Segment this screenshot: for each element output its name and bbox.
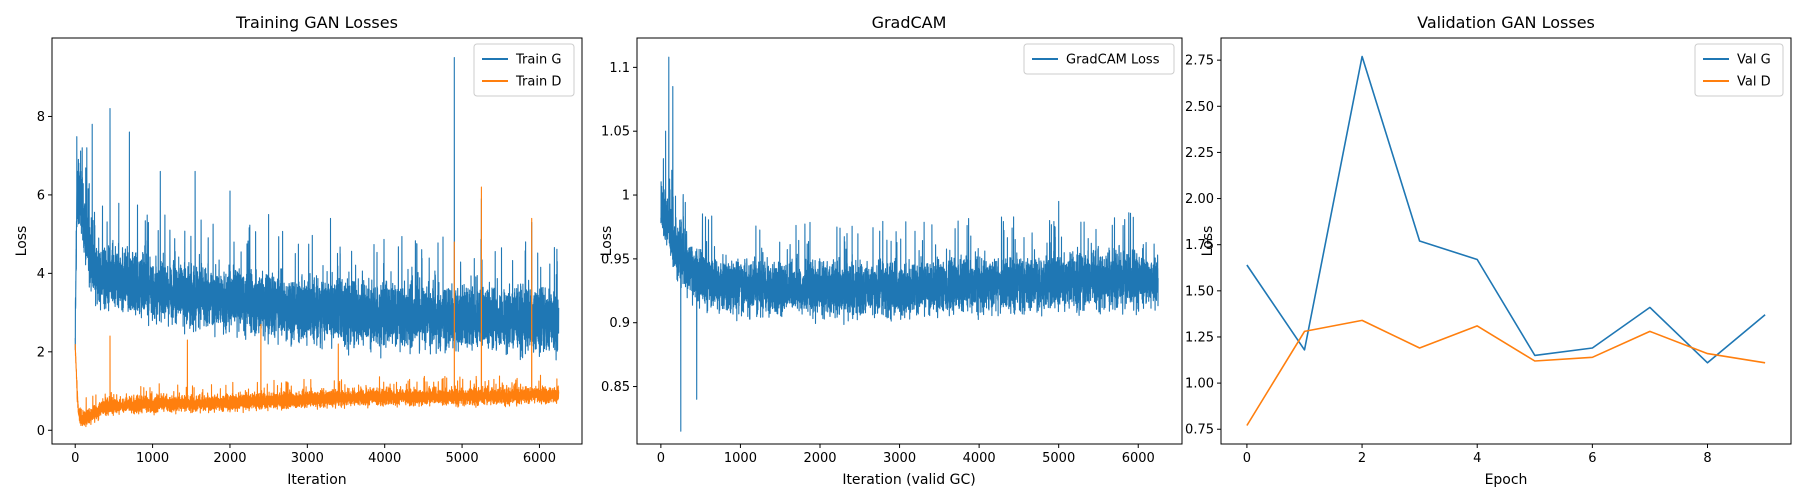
- panel-validation-gan-losses: Validation GAN Losses Epoch Loss 0 2 4 6 8 0.…: [1185, 13, 1792, 488]
- x-tick-label: 8: [1703, 451, 1711, 466]
- x-tick-label: 0: [71, 451, 79, 466]
- x-tick-label: 4: [1473, 451, 1481, 466]
- gradcam-legend: GradCAM Loss: [1023, 43, 1175, 75]
- x-tick-label: 0: [657, 451, 665, 466]
- x-tick-label: 1000: [724, 451, 757, 466]
- x-tick-label: 4000: [963, 451, 996, 466]
- y-tick-label: 1.25: [1185, 330, 1214, 345]
- x-tick-label: 4000: [368, 451, 401, 466]
- y-tick-label: 1.75: [1185, 238, 1214, 253]
- training-legend: Train G Train D: [473, 43, 575, 97]
- training-axes-frame: [51, 37, 583, 445]
- training-chart-title: Training GAN Losses: [235, 13, 398, 32]
- training-y-axis-label: Loss: [14, 226, 30, 257]
- x-tick-label: 6000: [1122, 451, 1155, 466]
- x-tick-label: 0: [1243, 451, 1251, 466]
- training-ticks: 0 1000 2000 3000 4000 5000 6000 0 2 4 6 8: [37, 110, 556, 466]
- y-tick-label: 1.05: [601, 125, 630, 140]
- y-tick-label: 2.25: [1185, 146, 1214, 161]
- x-tick-label: 3000: [883, 451, 916, 466]
- x-tick-label: 2000: [803, 451, 836, 466]
- y-tick-label: 1.00: [1185, 377, 1214, 392]
- legend-label: Train G: [515, 53, 561, 68]
- y-tick-label: 1: [622, 189, 630, 204]
- y-tick-label: 0: [37, 424, 45, 439]
- validation-legend: Val G Val D: [1694, 43, 1784, 97]
- validation-x-axis-label: Epoch: [1485, 472, 1528, 488]
- legend-box: [473, 43, 575, 97]
- y-tick-label: 0.9: [609, 316, 630, 331]
- series-line-train-g: [74, 57, 560, 361]
- gradcam-chart-title: GradCAM: [872, 13, 947, 32]
- series-line-gradcam-loss: [660, 56, 1159, 432]
- x-tick-label: 5000: [446, 451, 479, 466]
- y-tick-label: 4: [37, 267, 45, 282]
- legend-box: [1023, 43, 1175, 75]
- x-tick-label: 5000: [1042, 451, 1075, 466]
- legend-label: GradCAM Loss: [1066, 53, 1160, 68]
- legend-box: [1694, 43, 1784, 97]
- training-plot-area: [74, 57, 560, 428]
- gradcam-y-axis-label: Loss: [599, 226, 615, 257]
- x-tick-label: 1000: [136, 451, 169, 466]
- y-tick-label: 2.00: [1185, 192, 1214, 207]
- y-tick-label: 2.75: [1185, 54, 1214, 69]
- y-tick-label: 2.50: [1185, 100, 1214, 115]
- legend-label: Train D: [515, 75, 561, 90]
- y-tick-label: 1.50: [1185, 284, 1214, 299]
- x-tick-label: 2: [1358, 451, 1366, 466]
- validation-plot-area: [1246, 55, 1766, 426]
- gradcam-ticks: 0 1000 2000 3000 4000 5000 6000 0.85 0.9 0.95 1 1.0…: [601, 61, 1155, 466]
- x-tick-label: 2000: [213, 451, 246, 466]
- validation-y-axis-label: Loss: [1200, 226, 1216, 257]
- gradcam-plot-area: [660, 56, 1159, 432]
- x-tick-label: 6000: [523, 451, 556, 466]
- series-line-val-g: [1246, 55, 1766, 364]
- y-tick-label: 0.75: [1185, 423, 1214, 438]
- y-tick-label: 2: [37, 345, 45, 360]
- panel-training-gan-losses: Training GAN Losses Iteration Loss 0 1000…: [14, 13, 583, 488]
- panel-gradcam: GradCAM Iteration (valid GC) Loss 0 1000 2…: [599, 13, 1183, 488]
- legend-label: Val G: [1737, 53, 1771, 68]
- validation-axes-frame: [1220, 37, 1792, 445]
- legend-label: Val D: [1737, 75, 1771, 90]
- gradcam-x-axis-label: Iteration (valid GC): [842, 472, 975, 488]
- x-tick-label: 3000: [291, 451, 324, 466]
- validation-ticks: 0 2 4 6 8 0.75 1.00 1.25 1.50 1.75 2.00 2.25 2.50 2.7…: [1185, 54, 1712, 466]
- y-tick-label: 6: [37, 188, 45, 203]
- y-tick-label: 8: [37, 110, 45, 125]
- y-tick-label: 1.1: [609, 61, 630, 76]
- y-tick-label: 0.95: [601, 252, 630, 267]
- gradcam-axes-frame: [636, 37, 1183, 445]
- series-line-train-d: [74, 186, 560, 428]
- validation-chart-title: Validation GAN Losses: [1417, 13, 1595, 32]
- y-tick-label: 0.85: [601, 380, 630, 395]
- x-tick-label: 6: [1588, 451, 1596, 466]
- training-x-axis-label: Iteration: [287, 472, 346, 488]
- series-line-val-d: [1246, 319, 1766, 426]
